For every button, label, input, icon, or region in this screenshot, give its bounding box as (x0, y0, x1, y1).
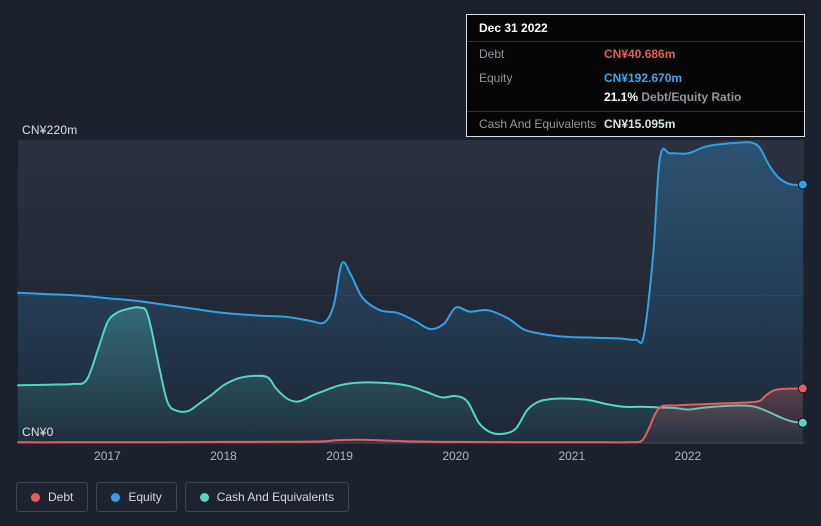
legend-item-debt[interactable]: Debt (16, 482, 89, 512)
equity-legend-dot (111, 492, 121, 502)
tooltip-row-cash: Cash And Equivalents CN¥15.095m (467, 111, 804, 136)
debt-legend-label: Debt (48, 490, 74, 504)
x-tick-label: 2019 (326, 449, 353, 463)
chart-legend: Debt Equity Cash And Equivalents (16, 482, 350, 512)
tooltip-debt-label: Debt (479, 47, 505, 61)
tooltip-cash-label: Cash And Equivalents (479, 117, 597, 131)
x-axis: 2017 2018 2019 2020 2021 2022 (0, 449, 821, 465)
x-tick-label: 2022 (674, 449, 702, 463)
tooltip-debt-value: CN¥40.686m (604, 47, 676, 61)
x-tick-label: 2021 (558, 449, 586, 463)
tooltip-title: Dec 31 2022 (479, 21, 548, 35)
tooltip-ratio-line: 21.1% Debt/Equity Ratio (467, 90, 804, 111)
x-tick-label: 2017 (94, 449, 121, 463)
cash-legend-label: Cash And Equivalents (216, 490, 335, 504)
tooltip-ratio-value: 21.1% (604, 90, 639, 104)
x-tick-label: 2020 (442, 449, 470, 463)
tooltip-cash-value: CN¥15.095m (604, 117, 676, 131)
x-tick-label: 2018 (210, 449, 237, 463)
tooltip-equity-value: CN¥192.670m (604, 71, 683, 85)
tooltip-row-debt: Debt CN¥40.686m (467, 41, 804, 66)
equity-legend-label: Equity (128, 490, 162, 504)
cash-legend-dot (199, 492, 209, 502)
legend-item-equity[interactable]: Equity (96, 482, 177, 512)
tooltip-equity-block: Equity CN¥192.670m 21.1% Debt/Equity Rat… (467, 66, 804, 111)
chart-canvas[interactable] (17, 140, 808, 444)
tooltip-ratio-label: Debt/Equity Ratio (641, 90, 742, 104)
debt-legend-dot (31, 492, 40, 502)
y-axis-label-max: CN¥220m (22, 123, 78, 137)
legend-item-cash[interactable]: Cash And Equivalents (184, 482, 350, 512)
chart-tooltip: Dec 31 2022 Debt CN¥40.686m Equity CN¥19… (466, 14, 805, 137)
tooltip-row-equity: Equity CN¥192.670m (467, 66, 804, 90)
tooltip-equity-label: Equity (479, 71, 513, 85)
y-axis-label-min: CN¥0 (22, 425, 54, 439)
plot-area (17, 140, 808, 444)
